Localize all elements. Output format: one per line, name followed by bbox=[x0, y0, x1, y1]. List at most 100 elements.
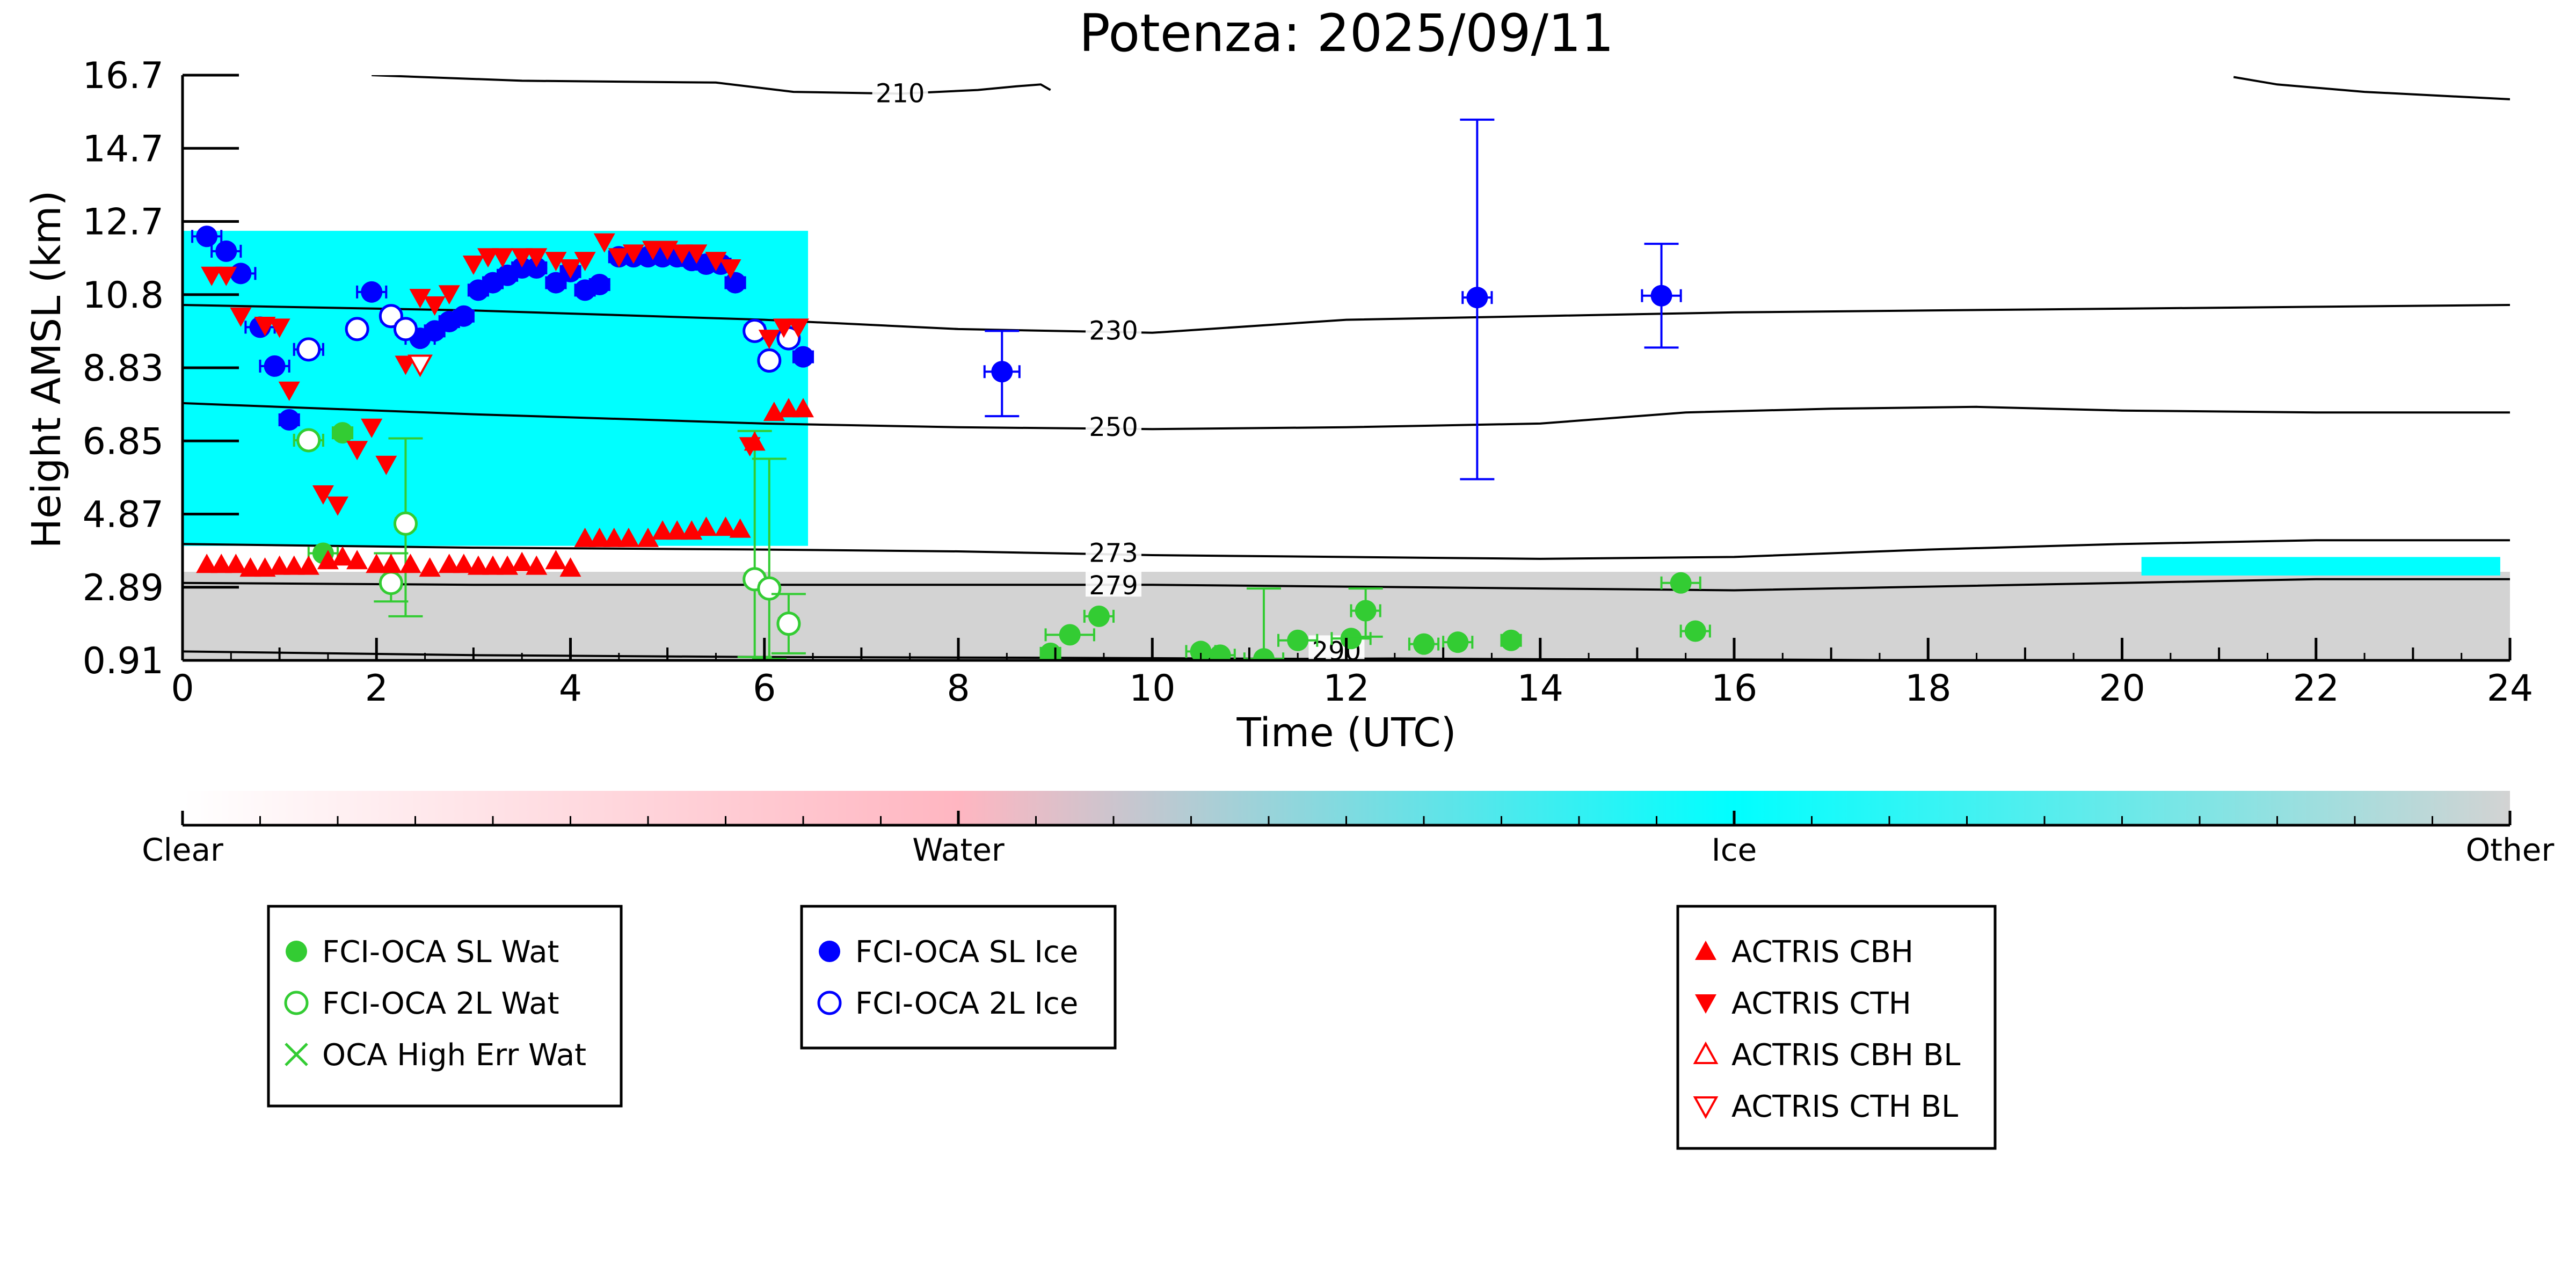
actris-cbh-point-25 bbox=[588, 527, 610, 547]
actris-cth-point-15 bbox=[462, 256, 484, 275]
actris-cth-point-2 bbox=[230, 307, 252, 327]
actris-cbh-point-23 bbox=[559, 557, 581, 577]
actris-cbh-point-33 bbox=[715, 516, 737, 536]
colorbar-label: Ice bbox=[1712, 832, 1757, 868]
actris-cbh-point-4 bbox=[254, 557, 276, 577]
colorbar-labels: Clear Water Ice Other bbox=[142, 832, 2554, 868]
fci-oca-sl-ice-point-0 bbox=[196, 225, 218, 248]
actris-cbh-point-16 bbox=[453, 554, 475, 573]
fci-oca-sl-wat-point-4 bbox=[1088, 605, 1110, 627]
x-tick-label: 12 bbox=[1323, 667, 1370, 710]
actris-cth-point-30 bbox=[705, 252, 727, 272]
actris-cth-point-16 bbox=[477, 248, 499, 268]
x-tick-label: 20 bbox=[2099, 667, 2145, 710]
actris-cth-point-14 bbox=[438, 285, 460, 305]
colorbar-label: Clear bbox=[142, 832, 223, 868]
actris-cbh-point-37 bbox=[777, 398, 799, 418]
contour-label: 279 bbox=[1089, 571, 1138, 601]
actris-cbh-point-6 bbox=[283, 555, 305, 575]
contour-250 bbox=[183, 402, 2510, 431]
legend-marker bbox=[285, 1043, 308, 1066]
legend-label: FCI-OCA SL Wat bbox=[322, 935, 559, 970]
fci-oca-sl-wat-point-13 bbox=[1500, 629, 1522, 651]
fci-oca-sl-wat-point-6 bbox=[1209, 644, 1231, 660]
actris-cth-point-4 bbox=[268, 318, 290, 338]
actris-cth-point-6 bbox=[312, 485, 334, 505]
contour-label: 210 bbox=[876, 79, 925, 109]
actris-cth-point-32 bbox=[739, 437, 761, 457]
x-tick-label: 2 bbox=[365, 667, 388, 710]
actris-cbh-point-34 bbox=[729, 518, 751, 538]
actris-cth-point-21 bbox=[559, 259, 581, 279]
fci-oca-sl-ice-point-1 bbox=[215, 240, 237, 262]
x-ticks: 0 2 4 6 8 10 12 14 16 18 20 22 24 bbox=[171, 638, 2533, 710]
legend-label: FCI-OCA SL Ice bbox=[855, 935, 1078, 970]
actris-cth-point-31 bbox=[719, 259, 741, 279]
legend-frame bbox=[267, 905, 623, 1108]
actris-cth-point-35 bbox=[787, 318, 809, 338]
actris-cth-point-5 bbox=[278, 381, 300, 401]
y-tick-label: 0.91 bbox=[83, 640, 164, 682]
actris-cth-bl-point-0 bbox=[407, 354, 433, 377]
contour-label: 230 bbox=[1089, 316, 1138, 346]
actris-cth-point-29 bbox=[686, 244, 708, 264]
fci-oca-sl-ice-point-19 bbox=[588, 274, 610, 296]
fci-oca-sl-wat-point-15 bbox=[1684, 620, 1706, 642]
legend-marker bbox=[1693, 1096, 1719, 1119]
actris-cbh-point-13 bbox=[399, 554, 421, 573]
series-actris-cth bbox=[201, 233, 809, 516]
legends: FCI-OCA SL Wat FCI-OCA 2L Wat OCA High Err… bbox=[267, 905, 1997, 1150]
actris-cth-point-1 bbox=[215, 266, 237, 286]
colorbar-ticks bbox=[181, 811, 2512, 827]
actris-cbh-point-7 bbox=[297, 555, 319, 575]
actris-cbh-point-0 bbox=[196, 554, 218, 573]
actris-cth-point-17 bbox=[492, 248, 514, 268]
actris-cth-point-3 bbox=[254, 316, 276, 336]
actris-cth-point-28 bbox=[671, 244, 693, 264]
x-tick-label: 4 bbox=[559, 667, 582, 710]
legend-label: FCI-OCA 2L Ice bbox=[855, 986, 1078, 1021]
fci-oca-2l-ice-point-3 bbox=[393, 317, 418, 341]
fci-oca-sl-ice-point-30 bbox=[991, 361, 1013, 383]
legend-frame bbox=[800, 905, 1117, 1050]
region-ice-2 bbox=[2141, 557, 2500, 576]
y-tick-label: 4.87 bbox=[83, 494, 164, 536]
contour-210 bbox=[372, 75, 1051, 95]
fci-oca-sl-ice-point-28 bbox=[724, 272, 746, 294]
contour-273 bbox=[183, 539, 2510, 560]
actris-cbh-point-38 bbox=[792, 398, 814, 418]
actris-cth-point-0 bbox=[201, 266, 223, 286]
contour-label-bg bbox=[1086, 537, 1141, 564]
actris-cbh-point-21 bbox=[526, 555, 548, 575]
fci-oca-2l-ice-point-5 bbox=[757, 348, 782, 373]
fci-oca-2l-wat-point-5 bbox=[776, 612, 801, 636]
legend-box-2: FCI-OCA SL Ice FCI-OCA 2L Ice bbox=[800, 905, 1117, 1050]
legend-marker bbox=[817, 991, 842, 1015]
legend-marker bbox=[1695, 941, 1716, 960]
fci-oca-sl-ice-point-6 bbox=[361, 281, 383, 303]
fci-oca-2l-ice-point-1 bbox=[345, 317, 369, 341]
x-tick-label: 8 bbox=[947, 667, 970, 710]
contour-230 bbox=[183, 304, 2510, 334]
actris-cbh-point-32 bbox=[695, 516, 717, 536]
fci-oca-2l-wat-point-4 bbox=[757, 576, 782, 601]
fci-oca-sl-ice-point-31 bbox=[1466, 287, 1488, 309]
actris-cth-point-20 bbox=[545, 252, 567, 272]
fci-oca-sl-ice-point-4 bbox=[264, 355, 286, 377]
chart-title: Potenza: 2025/09/11 bbox=[1079, 3, 1614, 63]
x-tick-label: 10 bbox=[1129, 667, 1176, 710]
fci-oca-sl-ice-point-10 bbox=[453, 305, 475, 327]
actris-cth-point-25 bbox=[622, 244, 644, 264]
contour-label: 250 bbox=[1089, 412, 1138, 442]
legend-label: ACTRIS CBH BL bbox=[1731, 1038, 1960, 1073]
contour-label-bg bbox=[1086, 411, 1141, 438]
cloud-classification-layer bbox=[183, 230, 2510, 660]
x-tick-label: 22 bbox=[2293, 667, 2339, 710]
legend-marker bbox=[284, 991, 309, 1015]
actris-cth-point-13 bbox=[424, 296, 446, 316]
legend-frame bbox=[1676, 905, 1997, 1150]
actris-cbh-point-3 bbox=[239, 557, 261, 577]
fci-oca-2l-wat-point-2 bbox=[393, 511, 418, 536]
